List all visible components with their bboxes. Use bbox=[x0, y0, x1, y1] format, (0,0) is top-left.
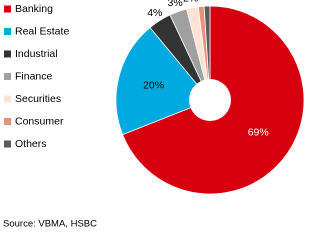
value-label: 4% bbox=[147, 7, 162, 19]
legend-swatch bbox=[4, 50, 11, 58]
value-label: 2% bbox=[183, 0, 198, 5]
legend-swatch bbox=[4, 118, 11, 125]
legend-label: Securities bbox=[15, 93, 61, 105]
legend-label: Consumer bbox=[15, 115, 64, 127]
value-label: 3% bbox=[168, 0, 183, 9]
legend-swatch bbox=[4, 140, 11, 148]
legend-label: Real Estate bbox=[15, 25, 69, 37]
legend-label: Finance bbox=[15, 70, 53, 82]
slice bbox=[115, 27, 211, 136]
slice bbox=[203, 5, 211, 101]
legend-label: Banking bbox=[15, 3, 53, 15]
source: Source: VBMA, HSBC bbox=[3, 219, 97, 230]
legend-swatch bbox=[4, 95, 11, 103]
legend-label: Others bbox=[15, 138, 47, 150]
legend-label: Industrial bbox=[15, 48, 58, 60]
legend-swatch bbox=[4, 73, 11, 80]
legend-swatch bbox=[4, 28, 11, 35]
legend-swatch bbox=[4, 5, 11, 13]
chart: Source: VBMA, HSBC 69% 20% 4% 3%2% Banking Re… bbox=[3, 0, 305, 230]
value-label: 20% bbox=[143, 79, 164, 91]
value-label: 69% bbox=[248, 127, 269, 139]
donut-hole bbox=[189, 79, 231, 121]
